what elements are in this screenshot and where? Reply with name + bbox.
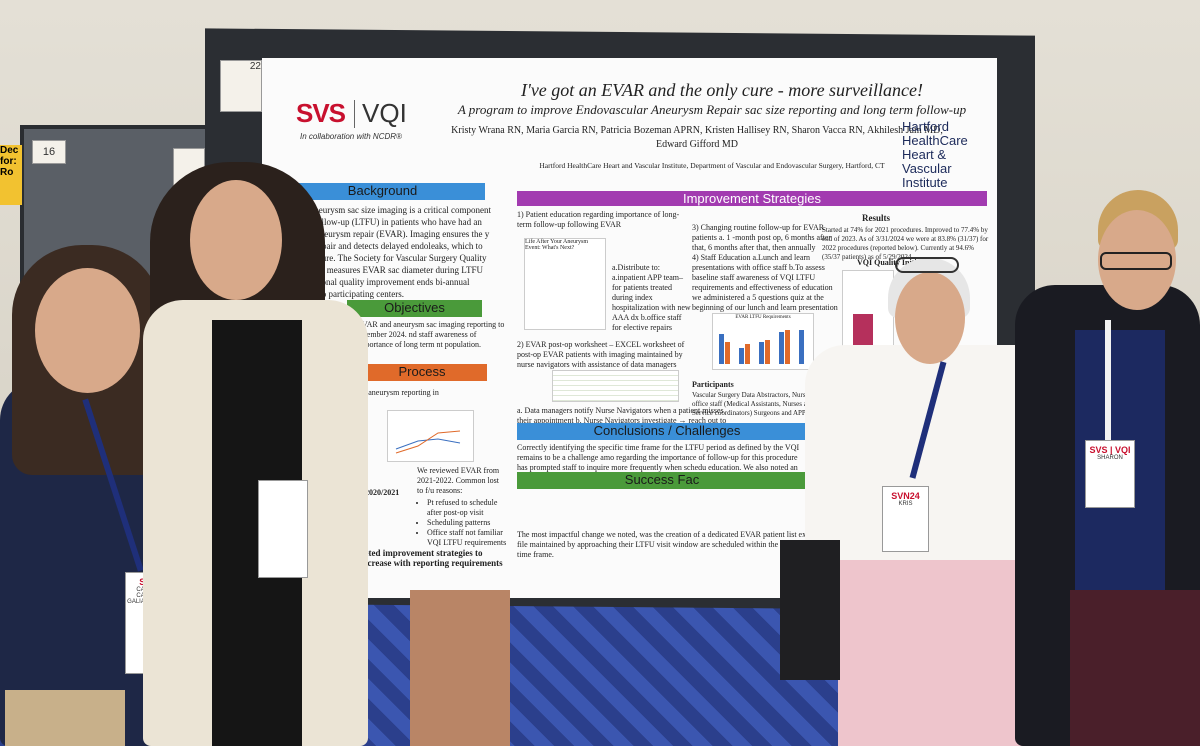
- background-person-legs: [780, 540, 840, 680]
- person-2-face: [190, 180, 282, 300]
- strategy-routine-followup: 3) Changing routine follow-up for EVAR p…: [692, 223, 832, 252]
- chart-line-1: [395, 438, 461, 450]
- badge-person-name: SHARON: [1097, 455, 1123, 461]
- section-heading-process: Process: [357, 364, 487, 381]
- hartford-healthcare-logo: Hartford HealthCare Heart & Vascular Ins…: [902, 120, 997, 190]
- ltfu-bar: [785, 330, 790, 364]
- section-heading-objectives: Objectives: [347, 300, 482, 317]
- ltfu-bar: [719, 334, 724, 364]
- vqi-bar: [853, 314, 873, 350]
- person-5-lanyard: [1105, 320, 1111, 440]
- booth-number-sign: 16: [32, 140, 66, 164]
- ltfu-bar: [779, 332, 784, 364]
- ltfu-bar: [765, 340, 770, 364]
- sunglasses-icon: [895, 257, 959, 273]
- person-5-badge: SVS | VQI SHARON: [1085, 440, 1135, 508]
- strategy-distribution: a.Distribute to: a.inpatient APP team– f…: [612, 263, 691, 332]
- leaflet-title: Life After Your Aneurysm Event: What's N…: [525, 239, 588, 251]
- badge-person-name: KRIS: [898, 501, 913, 507]
- hh-logo-line-2: HealthCare: [902, 133, 968, 148]
- ltfu-bar: [745, 344, 750, 364]
- person-5-trousers: [1070, 590, 1200, 746]
- person-3-legs: [410, 590, 510, 746]
- poster-affiliation: Hartford HealthCare Heart and Vascular I…: [539, 161, 885, 170]
- ncdr-tagline: In collaboration with NCDR®: [300, 132, 402, 141]
- poster-title: I've got an EVAR and the only cure - mor…: [520, 80, 924, 100]
- participants-heading: Participants: [692, 380, 734, 389]
- results-text: Started at 74% for 2021 procedures. Impr…: [822, 226, 989, 261]
- strategy-patient-education: 1) Patient education regarding importanc…: [517, 210, 680, 229]
- process-line-chart-svg: [395, 430, 461, 454]
- process-text: in aneurysm reporting in R:: [360, 388, 439, 407]
- poster-authors: Kristy Wrana RN, Maria Garcia RN, Patric…: [451, 125, 943, 150]
- vqi-logo: VQI: [362, 98, 407, 128]
- reviewed-list: Pt refused to schedule after post-op vis…: [417, 498, 507, 548]
- ltfu-bar: [739, 348, 744, 364]
- wall-banner-text: Dec: [0, 145, 19, 156]
- background-text: ning aneurysm sac size imaging is a crit…: [292, 205, 491, 299]
- person-4-trousers: [838, 560, 1028, 746]
- badge-event-name: SVS | VQI: [1089, 445, 1131, 455]
- wall-banner-text-2: for: Ro: [0, 156, 17, 178]
- section-heading-success-factors: Success Fac: [517, 472, 807, 489]
- participants-text: Vascular Surgery Data Abstractors, Nurse…: [692, 391, 843, 417]
- ltfu-bar-chart: EVAR LTFU Requirements: [712, 313, 814, 370]
- reviewed-item: Office staff not familiar VQI LTFU requi…: [427, 528, 507, 548]
- ltfu-bar: [799, 330, 804, 364]
- ltfu-bars: [719, 328, 809, 364]
- objectives-text: EVAR and aneurysm sac imaging reporting …: [357, 320, 505, 349]
- chart-line-2: [395, 430, 461, 454]
- person-1-face: [35, 268, 140, 393]
- wall-banner: Dec for: Ro: [0, 145, 22, 205]
- section-heading-conclusions: Conclusions / Challenges: [517, 423, 817, 440]
- patient-leaflet-image: Life After Your Aneurysm Event: What's N…: [524, 238, 606, 330]
- reviewed-item: Pt refused to schedule after post-op vis…: [427, 498, 507, 518]
- vqi-quality-chart: [842, 270, 894, 357]
- strategy-postop-worksheet: 2) EVAR post-op worksheet – EXCEL worksh…: [517, 340, 685, 369]
- poster-subtitle: A program to improve Endovascular Aneury…: [457, 102, 967, 117]
- hh-logo-line-1: Hartford: [902, 119, 949, 134]
- eyeglasses-icon: [1100, 252, 1172, 270]
- person-4-badge: SVN24 KRIS: [882, 486, 929, 552]
- worksheet-image: [552, 370, 679, 402]
- poster-board-number: 22: [220, 60, 262, 112]
- badge-event-name: SVN24: [891, 491, 920, 501]
- ltfu-bar: [759, 342, 764, 364]
- reviewed-text: We reviewed EVAR from 2021-2022. Common …: [417, 466, 507, 548]
- hh-logo-line-3: Heart & Vascular Institute: [902, 147, 952, 190]
- process-line-chart: [387, 410, 474, 462]
- targeted-strategies-text: geted improvement strategies to increase…: [360, 548, 503, 568]
- section-heading-background: Background: [280, 183, 485, 200]
- logo-divider: [354, 100, 355, 128]
- success-factors-text: The most impactful change we noted, was …: [517, 530, 817, 559]
- svs-logo: SVS: [296, 98, 346, 128]
- section-heading-improvement-strategies: Improvement Strategies: [517, 191, 987, 206]
- ltfu-chart-label: EVAR LTFU Requirements: [735, 315, 791, 320]
- vqi-chart-label: VQI Quality Initi: [857, 258, 917, 267]
- ltfu-bar: [725, 342, 730, 364]
- person-2-badge: [258, 480, 308, 578]
- person-5-face: [1098, 210, 1176, 310]
- strategy-staff-education: 4) Staff Education a.Lunch and learn pre…: [692, 253, 838, 312]
- person-4-face: [895, 272, 965, 364]
- reviewed-intro: We reviewed EVAR from 2021-2022. Common …: [417, 466, 500, 495]
- process-year-label: 2020/2021: [365, 488, 400, 497]
- reviewed-item: Scheduling patterns: [427, 518, 507, 528]
- person-1-trousers: [5, 690, 125, 746]
- results-heading: Results: [862, 213, 891, 223]
